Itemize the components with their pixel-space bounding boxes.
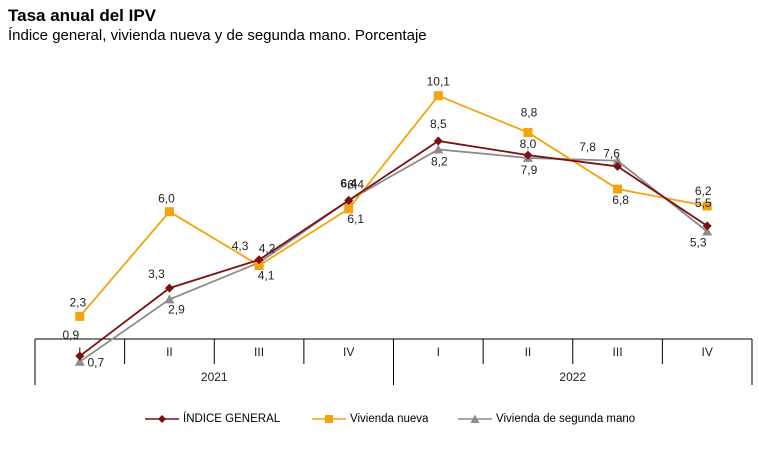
data-point: [433, 91, 443, 101]
legend-item-vivienda-nueva: Vivienda nueva: [312, 413, 428, 425]
label-layer: 0,9 3,3 4,3 6,4 8,5 8,0 7,6 5,5 2,3 6,0 4,1 6,1 10,1…: [62, 75, 711, 370]
data-point: [702, 226, 713, 236]
data-label: 8,2: [431, 154, 448, 168]
data-label: 10,1: [427, 75, 451, 89]
series-line: [79, 94, 708, 317]
data-point: [702, 221, 712, 231]
data-label: 7,8: [579, 140, 596, 154]
x-tick-label: II: [525, 345, 532, 359]
data-point: [433, 136, 443, 146]
data-label: 4,1: [258, 268, 275, 282]
data-point: [612, 155, 623, 165]
x-tick-label: IV: [343, 345, 354, 359]
data-point: [613, 161, 623, 171]
x-tick-label: III: [254, 345, 264, 359]
data-point: [254, 260, 264, 270]
axis-layer: IIIIIIIVIIIIIIIV20212022: [34, 338, 753, 385]
data-point: [702, 201, 712, 211]
legend: ÍNDICE GENERAL Vivienda nueva Vivienda d…: [0, 413, 759, 433]
data-point: [254, 255, 264, 265]
data-point: [75, 311, 85, 321]
data-label: 0,9: [62, 328, 79, 342]
data-point: [613, 184, 623, 194]
legend-marker-triangle-icon: [458, 414, 492, 423]
legend-marker-diamond-icon: [145, 415, 179, 423]
chart-title: Tasa anual del IPV: [8, 6, 157, 25]
data-label: 0,7: [87, 356, 104, 370]
data-label: 8,5: [430, 117, 447, 131]
series-line: [79, 140, 708, 357]
data-label: 2,9: [168, 302, 185, 316]
data-label: 7,6: [603, 146, 620, 160]
data-label: 7,9: [521, 163, 538, 177]
data-label: 3,3: [148, 267, 165, 281]
data-label: 8,8: [521, 105, 538, 119]
data-label: 6,2: [695, 184, 712, 198]
data-label: 4,2: [259, 242, 276, 256]
data-label: 6,0: [158, 192, 175, 206]
x-tick-label: I: [437, 345, 440, 359]
legend-item-segunda-mano: Vivienda de segunda mano: [458, 413, 635, 425]
data-label: 2,3: [69, 295, 86, 309]
data-point: [523, 150, 533, 160]
data-point: [433, 144, 444, 154]
data-label: 6,8: [612, 193, 629, 207]
data-point: [344, 204, 354, 214]
data-point: [523, 127, 533, 137]
x-tick-label: III: [613, 345, 623, 359]
data-point: [164, 207, 174, 217]
data-label: 5,5: [695, 196, 712, 210]
legend-marker-square-icon: [312, 415, 346, 423]
x-tick-label: IV: [702, 345, 713, 359]
data-point: [344, 195, 354, 205]
data-point: [75, 351, 85, 361]
data-label: 6,1: [347, 212, 364, 226]
legend-label: Vivienda nueva: [350, 413, 429, 425]
legend-item-indice-general: ÍNDICE GENERAL: [145, 413, 280, 425]
data-label: 5,3: [690, 236, 707, 250]
x-group-label: 2021: [201, 370, 228, 384]
data-point: [74, 356, 85, 366]
legend-label: Vivienda de segunda mano: [496, 413, 636, 425]
legend-label: ÍNDICE GENERAL: [183, 413, 281, 425]
data-label: 6,4: [347, 177, 364, 191]
data-label: 8,0: [520, 137, 537, 151]
series-line: [79, 148, 708, 363]
line-chart: IIIIIIIVIIIIIIIV20212022 0,93,34,36,48,5…: [34, 75, 753, 385]
data-point: [164, 283, 174, 293]
data-point: [164, 294, 175, 304]
data-label: 4,3: [232, 239, 249, 253]
x-tick-label: II: [166, 345, 173, 359]
x-group-label: 2022: [559, 370, 586, 384]
data-label: 6,4: [340, 176, 357, 190]
chart-subtitle: Índice general, vivienda nueva y de segu…: [8, 27, 427, 44]
series-layer: [74, 91, 713, 366]
